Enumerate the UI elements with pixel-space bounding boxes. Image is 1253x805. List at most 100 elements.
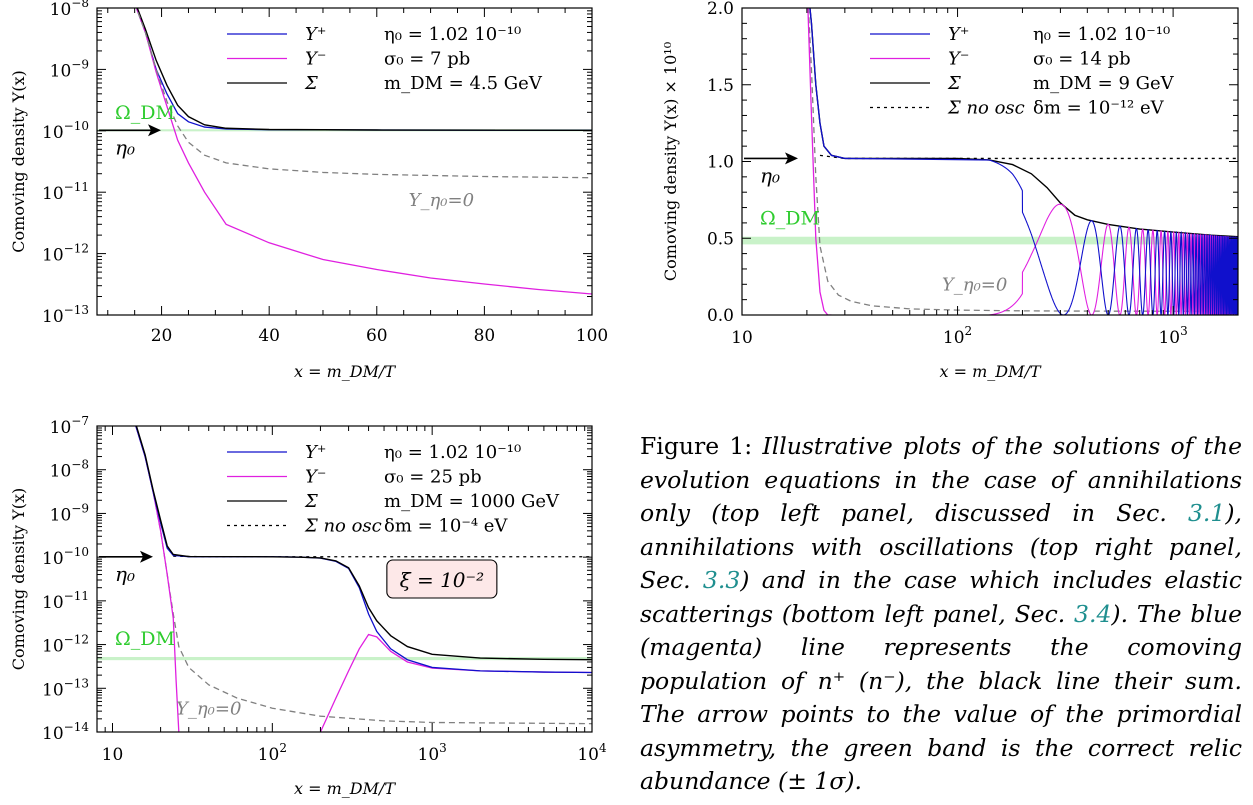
param-label: η₀ = 1.02 10⁻¹⁰ bbox=[1033, 24, 1170, 45]
y-tick-label: 10−10 bbox=[42, 545, 89, 569]
x-tick-label: 103 bbox=[1158, 324, 1187, 348]
legend-label: Y⁻ bbox=[305, 49, 326, 70]
y-tick-label: 1.5 bbox=[707, 76, 734, 96]
tick-base: 10 bbox=[50, 505, 72, 525]
tick-base: 10 bbox=[577, 745, 599, 765]
legend: Y⁺ Y⁻ Ση₀ = 1.02 10⁻¹⁰ σ₀ = 7 pb m_DM = 4.5 … bbox=[227, 24, 543, 94]
y-axis-title: Comoving density Y(x) × 10¹⁰ bbox=[661, 42, 680, 281]
plot-area bbox=[742, 8, 1238, 315]
tick-exponent: −12 bbox=[64, 633, 89, 647]
tick-exponent: −11 bbox=[64, 180, 89, 194]
x-axis: 10 102 103 bbox=[731, 8, 1239, 348]
series-y-minus bbox=[135, 426, 180, 732]
y-tick-label: 10−10 bbox=[42, 119, 89, 143]
eta0-label: η₀ bbox=[115, 562, 135, 586]
caption-section-ref[interactable]: 3.1 bbox=[1187, 499, 1226, 527]
legend-label: Σ bbox=[947, 73, 961, 94]
param-label: δm = 10⁻¹² eV bbox=[1033, 98, 1165, 119]
tick-exponent: −9 bbox=[71, 501, 89, 515]
y-axis: 0.0 0.5 1.0 1.5 2.0 bbox=[707, 0, 1238, 326]
y-tick-label: 0.0 bbox=[707, 306, 734, 326]
caption-section-ref[interactable]: 3.3 bbox=[702, 566, 741, 594]
x-tick-label: 100 bbox=[576, 326, 608, 346]
tick-exponent: −8 bbox=[71, 0, 89, 10]
y-axis-title: Comoving density Y(x) bbox=[9, 70, 28, 252]
param-label: η₀ = 1.02 10⁻¹⁰ bbox=[384, 442, 521, 463]
tick-base: 10 bbox=[102, 745, 124, 765]
series-y-minus-early bbox=[807, 8, 832, 315]
plot-frame bbox=[96, 425, 593, 733]
caption-section-ref[interactable]: 3.4 bbox=[1074, 599, 1112, 628]
caption-text: ). The blue (magenta) line represents th… bbox=[640, 599, 1243, 796]
series-y-eta0 bbox=[807, 8, 1238, 312]
tick-base: 10 bbox=[943, 328, 965, 348]
x-tick-label: 60 bbox=[366, 326, 388, 346]
param-label: δm = 10⁻⁴ eV bbox=[384, 516, 508, 537]
series-y-minus-oscillating bbox=[988, 203, 1238, 315]
legend-label: Y⁺ bbox=[305, 24, 326, 45]
y-tick-label: 10−12 bbox=[42, 242, 89, 266]
caption-text: ) and in the case which includes elastic… bbox=[640, 566, 1243, 628]
series-y-plus-plateau bbox=[844, 157, 990, 161]
series-y-minus bbox=[135, 8, 592, 295]
y-tick-label: 10−9 bbox=[50, 57, 89, 81]
x-axis-title: x = m_DM/T bbox=[294, 779, 396, 798]
tick-base: 10 bbox=[1158, 328, 1180, 348]
eta0-label: η₀ bbox=[760, 163, 780, 187]
eta0-arrow-head bbox=[785, 152, 798, 165]
series-y-plus-oscillating bbox=[988, 159, 1238, 315]
y-tick-label: 10−8 bbox=[50, 458, 89, 482]
legend: Y⁺ Y⁻ Σ Σ no osc η₀ = 1.02 10⁻¹⁰ σ₀ = 25 pb m_… bbox=[227, 442, 560, 537]
y-tick-label: 1.0 bbox=[707, 153, 734, 173]
y-axis-title: Comoving density Y(x) bbox=[9, 488, 28, 670]
tick-exponent: −10 bbox=[64, 545, 89, 559]
tick-base: 10 bbox=[731, 328, 753, 348]
eta0-arrow-head bbox=[148, 124, 161, 137]
tick-base: 10 bbox=[50, 462, 72, 482]
tick-exponent: 2 bbox=[965, 324, 973, 338]
y-tick-label: 10−13 bbox=[42, 676, 89, 700]
eta0-arrow-head bbox=[140, 550, 153, 563]
y-tick-label: 2.0 bbox=[707, 0, 734, 19]
y-tick-label: 10−13 bbox=[42, 303, 89, 327]
x-tick-label: 80 bbox=[474, 326, 496, 346]
caption-label: Figure 1: bbox=[640, 432, 753, 460]
panel-bottom-left: 10 102 103 10410−1410−1310−1210−1110−1010−9… bbox=[9, 414, 607, 798]
legend-label: Y⁻ bbox=[948, 49, 969, 70]
tick-exponent: −9 bbox=[71, 57, 89, 71]
y-tick-label: 10−14 bbox=[42, 720, 89, 744]
tick-base: 10 bbox=[42, 246, 64, 266]
y-tick-label: 10−11 bbox=[42, 589, 89, 613]
tick-exponent: 2 bbox=[279, 741, 287, 755]
series-sigma bbox=[136, 8, 592, 131]
x-tick-label: 20 bbox=[151, 326, 173, 346]
x-tick-label: 10 bbox=[731, 328, 753, 348]
x-axis: 10 102 103 104 bbox=[96, 426, 607, 765]
tick-exponent: 4 bbox=[599, 741, 607, 755]
x-axis-title: x = m_DM/T bbox=[294, 362, 396, 381]
x-tick-label: 10 bbox=[102, 745, 124, 765]
eta0-label: η₀ bbox=[115, 135, 135, 159]
legend-label: Y⁺ bbox=[948, 24, 969, 45]
tick-base: 10 bbox=[418, 745, 440, 765]
series-y-eta0 bbox=[135, 426, 592, 725]
tick-exponent: 3 bbox=[439, 741, 447, 755]
x-axis-title: x = m_DM/T bbox=[939, 362, 1041, 381]
param-label: m_DM = 9 GeV bbox=[1033, 73, 1175, 94]
series-y-plus bbox=[135, 8, 592, 131]
series-sigma-no-osc bbox=[819, 154, 1238, 160]
plot-area bbox=[97, 426, 592, 732]
x-tick-label: 102 bbox=[943, 324, 972, 348]
plot-area bbox=[97, 8, 592, 295]
y-tick-label: 10−8 bbox=[50, 0, 89, 20]
tick-base: 10 bbox=[42, 549, 64, 569]
y-tick-label: 10−9 bbox=[50, 501, 89, 525]
omega-dm-band bbox=[742, 236, 1238, 245]
y-tick-label: 10−7 bbox=[50, 414, 89, 438]
series-y-minus-late bbox=[319, 633, 592, 732]
omega-dm-band bbox=[97, 656, 592, 661]
caption-text: Illustrative plots of the solutions of t… bbox=[640, 432, 1242, 527]
